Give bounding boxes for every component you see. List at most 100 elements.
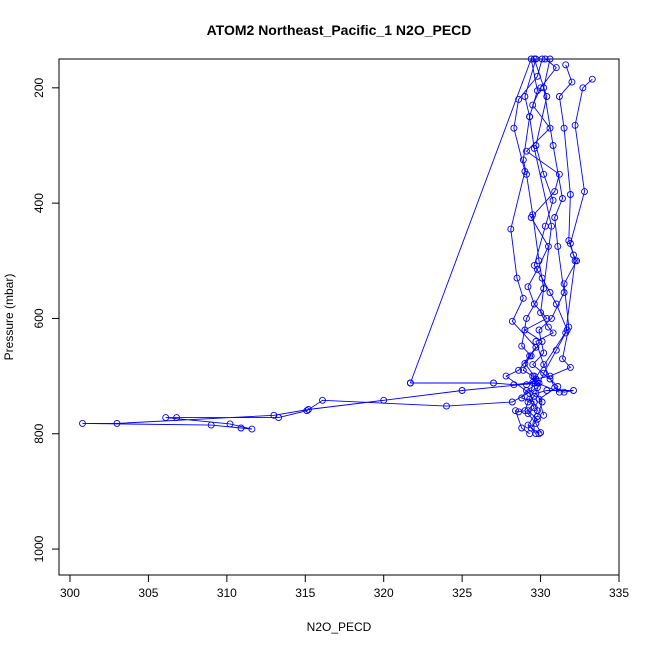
y-tick-label: 200	[32, 77, 46, 97]
data-point	[537, 429, 545, 437]
data-point	[237, 424, 245, 432]
data-point	[521, 359, 529, 367]
data-point	[532, 338, 540, 345]
data-point	[541, 55, 549, 63]
data-series	[79, 379, 563, 433]
data-point	[532, 55, 540, 63]
data-point	[555, 93, 563, 100]
data-point	[533, 87, 541, 95]
data-point	[563, 326, 571, 334]
data-point	[162, 414, 170, 422]
data-point	[566, 240, 574, 247]
data-point	[226, 420, 234, 428]
data-series	[406, 55, 571, 389]
data-point	[540, 84, 548, 92]
data-point	[530, 404, 538, 412]
data-point	[507, 225, 515, 233]
data-point	[543, 93, 551, 100]
data-series	[518, 55, 563, 438]
chart-title: ATOM2 Northeast_Pacific_1 N2O_PECD	[207, 22, 472, 38]
data-point	[554, 242, 562, 250]
data-point	[560, 280, 568, 288]
data-point	[519, 366, 527, 374]
data-point	[533, 413, 541, 420]
x-tick-label: 330	[531, 586, 551, 600]
data-point	[551, 188, 559, 196]
data-point	[562, 61, 570, 69]
data-point	[537, 309, 545, 317]
data-point	[559, 195, 566, 202]
data-point	[540, 170, 548, 178]
data-point	[173, 414, 181, 422]
x-axis-label: N2O_PECD	[307, 620, 372, 634]
data-point	[521, 93, 529, 100]
series-line	[410, 58, 568, 386]
data-point	[248, 425, 256, 433]
data-point	[535, 257, 543, 265]
data-point	[303, 407, 311, 415]
data-point	[546, 375, 554, 383]
data-series	[518, 55, 548, 437]
data-series	[406, 55, 577, 420]
data-point	[79, 419, 86, 427]
data-point	[548, 222, 555, 230]
series-line	[514, 78, 593, 435]
data-point	[270, 411, 278, 419]
data-point	[515, 366, 523, 374]
data-point	[570, 387, 577, 394]
y-tick-label: 600	[32, 308, 46, 328]
data-point	[579, 84, 587, 92]
data-point	[549, 329, 557, 337]
data-point	[588, 75, 596, 83]
data-point	[523, 147, 530, 155]
data-point	[552, 300, 560, 308]
data-point	[560, 388, 568, 396]
data-point	[571, 257, 579, 265]
y-axis-label: Pressure (mbar)	[2, 274, 16, 361]
y-tick-label: 800	[32, 423, 46, 443]
data-point	[513, 274, 521, 282]
data-point	[529, 211, 537, 219]
data-point	[524, 410, 532, 418]
data-point	[510, 124, 518, 132]
data-point	[529, 101, 537, 109]
data-point	[526, 430, 534, 438]
x-tick-label: 325	[452, 586, 472, 600]
data-point	[524, 283, 532, 291]
data-point	[518, 424, 526, 432]
data-point	[508, 317, 516, 325]
data-point	[555, 170, 563, 178]
data-point	[508, 398, 516, 406]
data-point	[502, 372, 510, 380]
x-tick-label: 310	[217, 586, 237, 600]
data-point	[526, 395, 534, 403]
data-point	[530, 300, 538, 308]
data-point	[319, 396, 326, 404]
x-axis: 300 305 310 315 320 325 330 335	[60, 574, 629, 600]
series-line	[409, 57, 574, 417]
data-point	[549, 142, 557, 149]
data-point	[207, 421, 215, 429]
series-line	[505, 58, 543, 435]
data-point	[571, 121, 579, 129]
data-point	[304, 406, 312, 413]
data-point	[406, 379, 414, 387]
data-point	[530, 372, 538, 380]
data-point	[540, 411, 548, 419]
data-point	[535, 395, 543, 403]
data-point	[560, 124, 568, 132]
y-axis: 200 400 600 800 1000	[32, 77, 60, 562]
data-point	[113, 419, 121, 427]
x-tick-label: 335	[609, 586, 629, 600]
data-point	[552, 64, 560, 72]
series-line	[526, 64, 578, 386]
data-series	[512, 75, 596, 438]
data-point	[490, 379, 497, 387]
data-point	[443, 402, 450, 410]
data-point	[560, 289, 568, 296]
data-point	[527, 55, 535, 63]
data-point	[530, 261, 538, 269]
data-point	[526, 113, 534, 121]
